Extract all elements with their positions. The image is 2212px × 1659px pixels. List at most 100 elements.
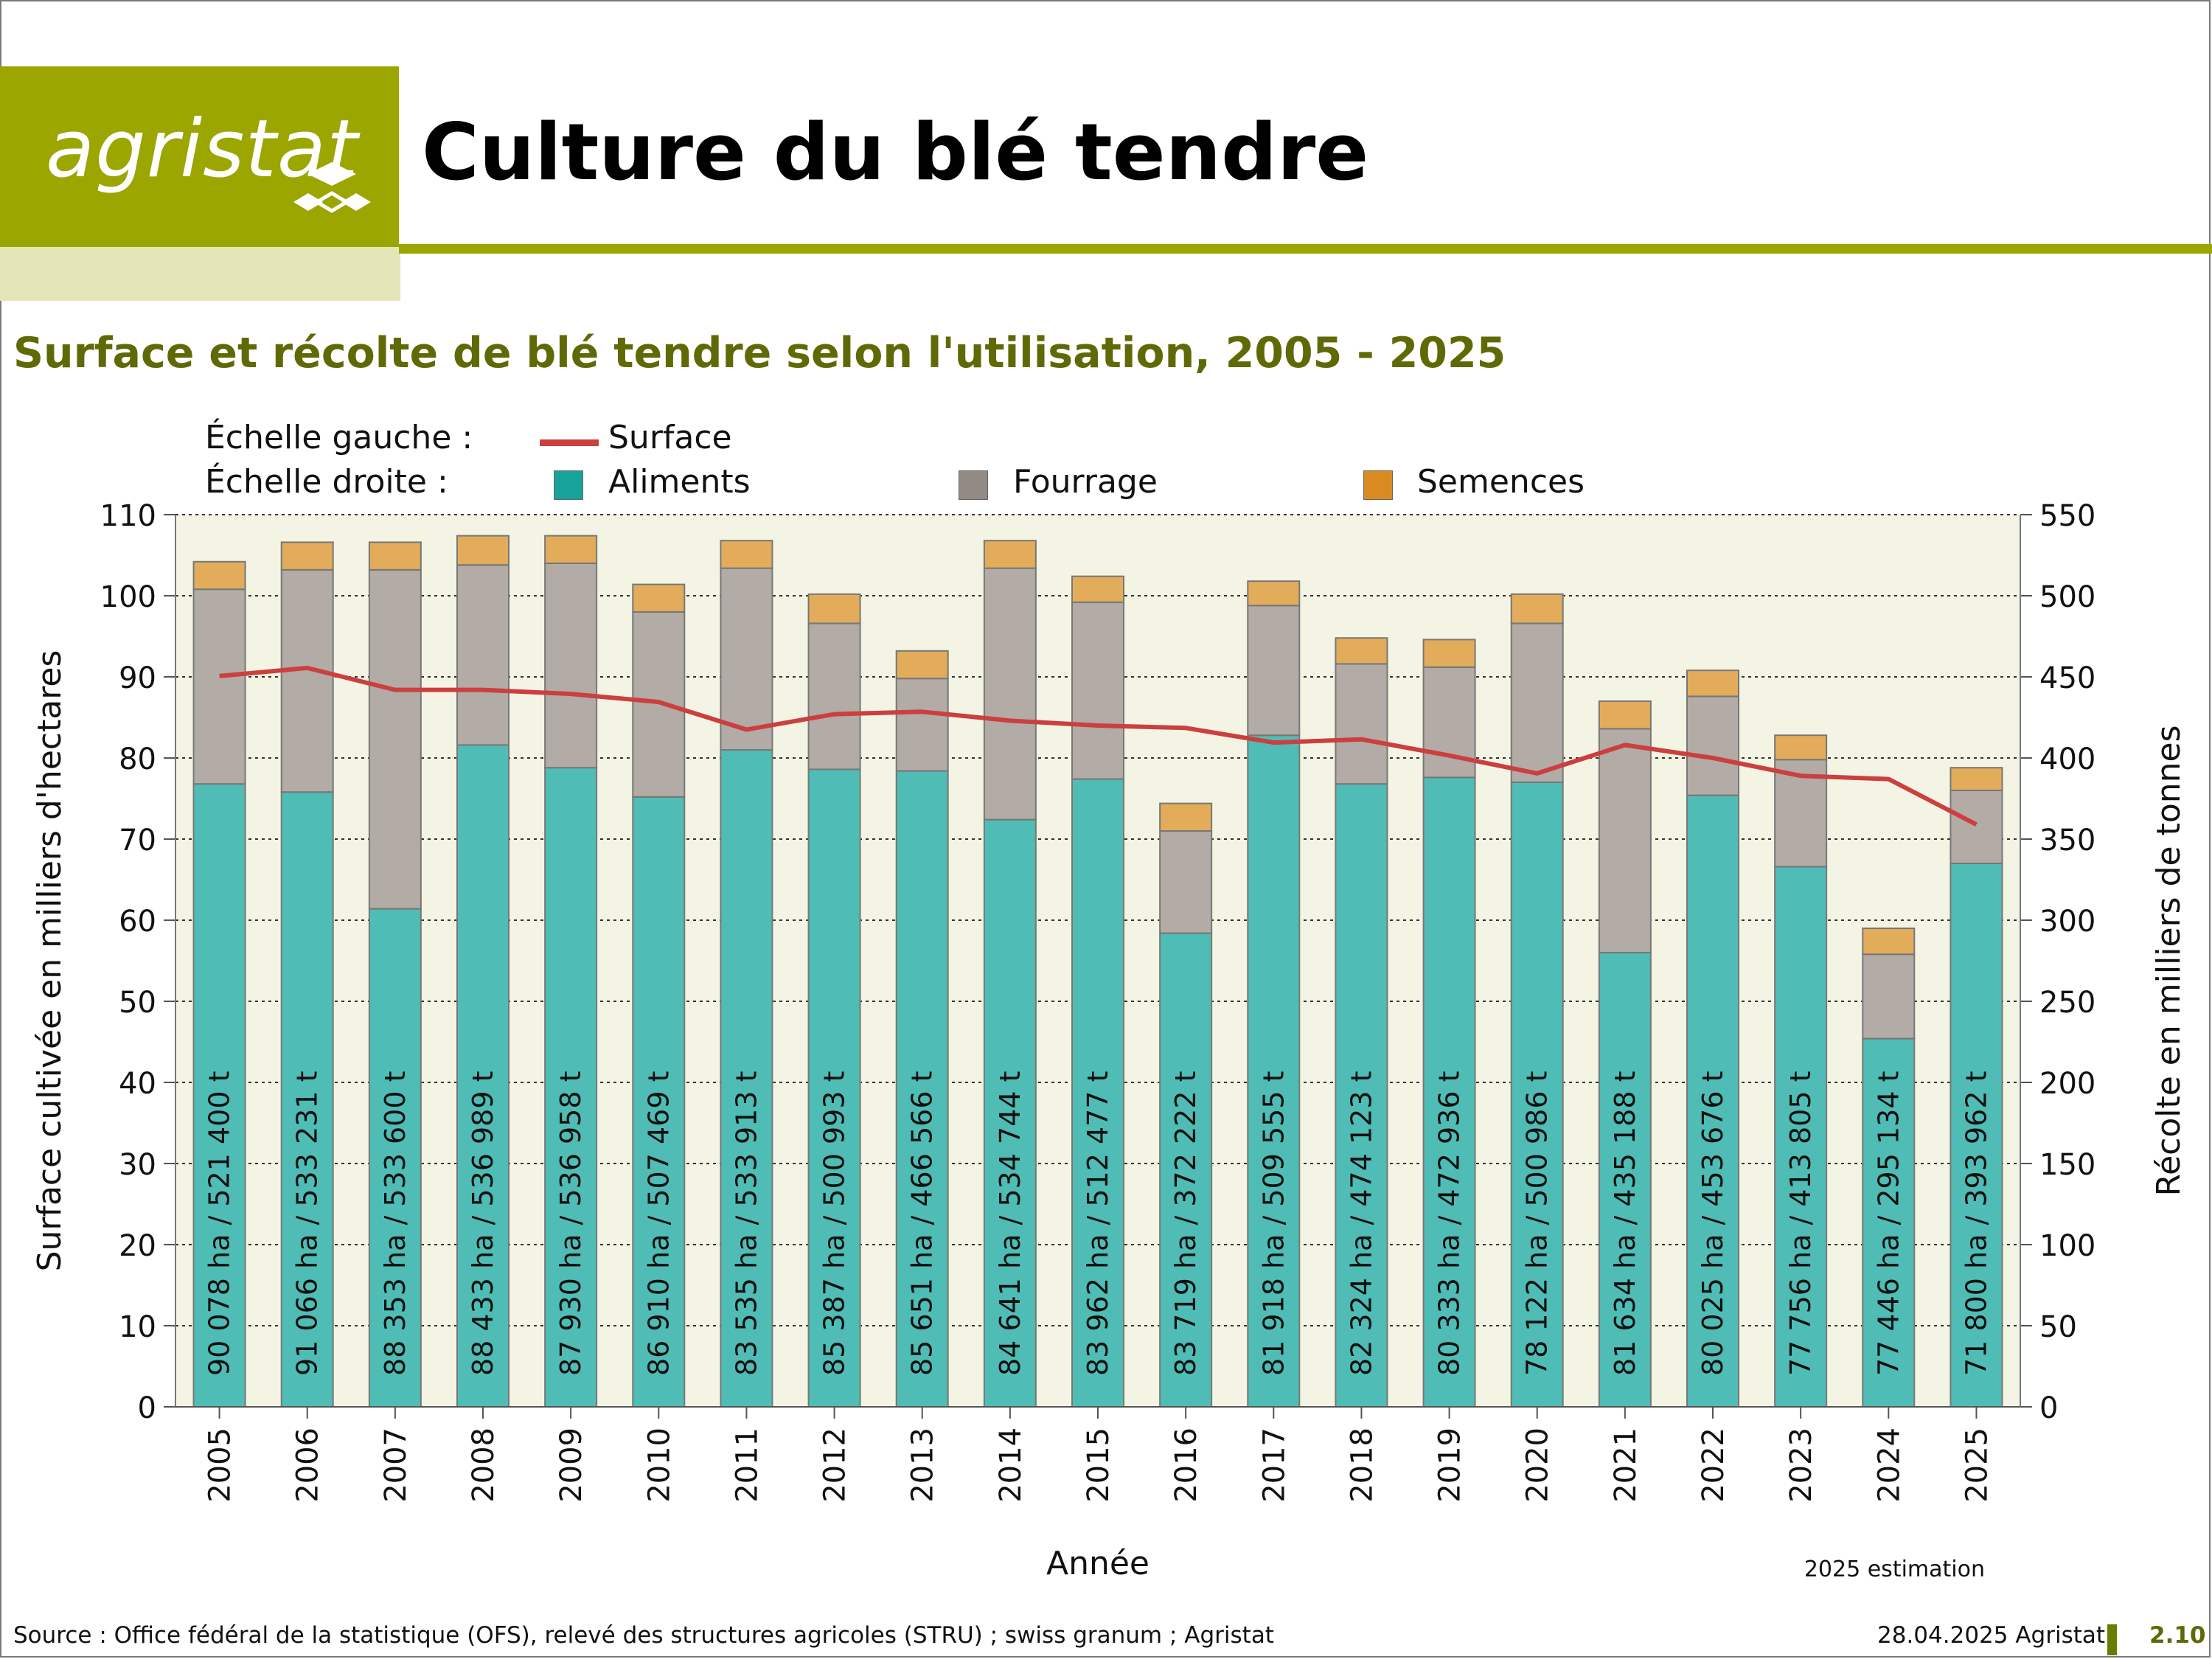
bar-semences: [720, 540, 773, 569]
bar-aliments: [544, 767, 598, 1408]
y-left-tick-label: 30: [119, 1148, 156, 1182]
bar-data-label: 85 651 ha / 466 566 t: [906, 1071, 939, 1377]
legend-surface-label: Surface: [608, 419, 732, 456]
y-left-tick-label: 110: [100, 499, 156, 533]
bar-aliments: [1510, 782, 1564, 1408]
bar-aliments: [632, 796, 686, 1408]
x-tick-label: 2016: [1169, 1427, 1203, 1503]
bar-semences: [895, 650, 949, 680]
bar-fourrage: [1862, 953, 1916, 1040]
bar-fourrage: [807, 622, 861, 771]
y-left-tick-label: 70: [119, 824, 156, 858]
bar-data-label: 88 353 ha / 533 600 t: [379, 1071, 411, 1377]
x-tick-label: 2006: [291, 1427, 325, 1503]
bar-fourrage: [368, 568, 422, 910]
bar-semences: [368, 541, 422, 571]
y-left-tick-label: 10: [119, 1310, 156, 1344]
x-tick-label: 2020: [1521, 1427, 1555, 1503]
bar-aliments: [1422, 776, 1476, 1408]
bar-semences: [456, 535, 509, 566]
legend-left-scale-label: Échelle gauche :: [205, 419, 473, 456]
y-left-tick-label: 90: [119, 661, 156, 695]
footer-date: 28.04.2025 Agristat: [1877, 1622, 2106, 1649]
x-tick-label: 2023: [1784, 1427, 1818, 1503]
bar-fourrage: [1159, 830, 1213, 934]
bar-semences: [1686, 669, 1739, 698]
bar-semences: [1510, 593, 1564, 625]
y-right-tick-label: 450: [2039, 661, 2096, 695]
bar-data-label: 84 641 ha / 534 744 t: [994, 1071, 1026, 1377]
bar-data-label: 77 756 ha / 413 805 t: [1784, 1071, 1817, 1377]
bar-aliments: [1950, 863, 2003, 1408]
logo-wordmark: agristat: [46, 103, 359, 195]
y-right-tick-label: 300: [2039, 905, 2096, 939]
chart-subtitle: Surface et récolte de blé tendre selon l…: [13, 329, 1506, 378]
x-tick-label: 2009: [554, 1427, 588, 1503]
y-left-tick-label: 60: [119, 905, 156, 939]
legend-aliments-label: Aliments: [608, 463, 751, 501]
legend-semences-swatch: [1363, 470, 1393, 500]
bar-semences: [807, 593, 861, 625]
x-tick-label: 2019: [1433, 1427, 1467, 1503]
legend-fourrage-swatch: [959, 470, 988, 500]
legend-surface-line: [540, 439, 599, 446]
page-title: Culture du blé tendre: [422, 107, 1369, 198]
y-right-tick-label: 250: [2039, 986, 2096, 1020]
bar-labels: 90 078 ha / 521 400 t 91 066 ha / 533 231…: [204, 1071, 1993, 1377]
bar-fourrage: [895, 678, 949, 772]
x-tick-label: 2025: [1960, 1427, 1994, 1503]
bar-fourrage: [280, 568, 334, 793]
bar-semences: [1247, 580, 1301, 607]
x-tick-label: 2010: [642, 1427, 676, 1503]
x-tick-label: 2017: [1257, 1427, 1291, 1503]
bar-semences: [1950, 767, 2003, 791]
bar-fourrage: [1510, 622, 1564, 784]
x-tick-label: 2018: [1345, 1427, 1379, 1503]
bar-aliments: [1774, 866, 1828, 1408]
x-tick-label: 2015: [1082, 1427, 1116, 1503]
bar-data-label: 80 333 ha / 472 936 t: [1433, 1071, 1466, 1377]
y-right-tick-label: 200: [2039, 1067, 2096, 1101]
bar-fourrage: [720, 567, 773, 751]
bar-data-label: 77 446 ha / 295 134 t: [1872, 1071, 1905, 1377]
source-note: Source : Office fédéral de la statistiqu…: [13, 1622, 1274, 1649]
logo-diamonds-icon: [293, 162, 371, 213]
bar-aliments: [280, 791, 334, 1408]
y-axis-left-label: Surface cultivée en milliers d'hectares: [31, 650, 69, 1272]
bar-semences: [1071, 575, 1124, 603]
x-tick-label: 2014: [994, 1427, 1028, 1503]
title-divider: [399, 244, 2212, 254]
y-right-tick-label: 500: [2039, 580, 2096, 614]
bar-semences: [280, 541, 334, 571]
bar-fourrage: [1950, 790, 2003, 864]
bar-data-label: 71 800 ha / 393 962 t: [1960, 1071, 1992, 1377]
y-right-tick-label: 100: [2039, 1229, 2096, 1263]
bar-semences: [1422, 639, 1476, 668]
axes: 0 0 10 50 20 100 30 150 40 200 50 250 60 300 70 350 80 40…: [100, 499, 2096, 1503]
estimation-note: 2025 estimation: [1804, 1557, 1985, 1582]
bar-semences: [1862, 928, 1916, 956]
x-tick-label: 2021: [1609, 1427, 1643, 1503]
bar-data-label: 87 930 ha / 536 958 t: [554, 1071, 587, 1377]
bar-semences: [632, 583, 686, 613]
bar-aliments: [1335, 783, 1388, 1408]
bar-fourrage: [1071, 601, 1124, 780]
y-right-tick-label: 50: [2039, 1310, 2077, 1344]
x-tick-label: 2012: [818, 1427, 852, 1503]
y-left-tick-label: 20: [119, 1229, 156, 1263]
bar-fourrage: [983, 567, 1037, 821]
bar-aliments: [368, 908, 422, 1408]
bar-semences: [983, 540, 1037, 569]
bar-data-label: 90 078 ha / 521 400 t: [204, 1071, 236, 1377]
x-tick-label: 2024: [1872, 1427, 1906, 1503]
surface-line: [219, 665, 1978, 827]
x-tick-label: 2011: [730, 1427, 764, 1503]
bar-fourrage: [192, 588, 246, 785]
page-number: 2.10: [2149, 1622, 2206, 1649]
y-left-tick-label: 80: [119, 742, 156, 776]
bar-data-label: 78 122 ha / 500 986 t: [1521, 1071, 1554, 1377]
bar-data-label: 83 535 ha / 533 913 t: [730, 1071, 762, 1377]
bar-data-label: 86 910 ha / 507 469 t: [642, 1071, 675, 1377]
